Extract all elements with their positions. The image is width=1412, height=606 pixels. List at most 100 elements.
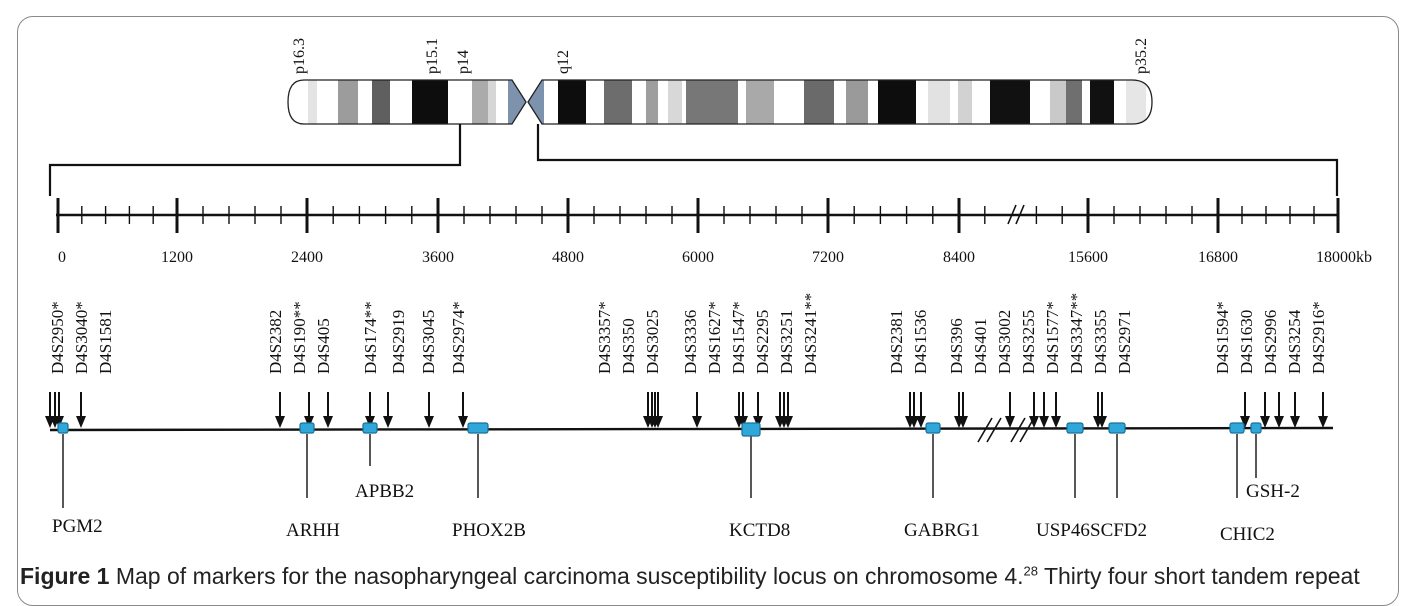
q-arm <box>528 80 1152 124</box>
marker-arrow <box>365 392 375 428</box>
gene-box <box>467 422 489 434</box>
scale-tick-label: 7200 <box>812 249 844 266</box>
scale-tick-label: 18000kb <box>1316 249 1372 266</box>
band-label: p35.2 <box>1133 38 1150 74</box>
scale-tick-label: 2400 <box>291 249 323 266</box>
gene-label: USP46 <box>1036 520 1090 541</box>
marker-arrow <box>458 392 468 428</box>
marker-label: D4S1594* <box>1213 301 1232 374</box>
band-labels: p16.3 p15.1 p14 q12 p35.2 <box>291 38 1150 74</box>
marker-arrow <box>1005 392 1015 428</box>
caption-text-continued: Thirty four short tandem repeat <box>1043 563 1360 589</box>
gene-box <box>925 422 941 434</box>
marker-arrow <box>958 392 968 428</box>
marker-label: D4S3357* <box>595 301 614 374</box>
gene-marker: ARHH <box>286 422 340 541</box>
marker-arrow <box>653 392 663 428</box>
gene-box <box>741 422 761 437</box>
marker-labels: D4S2950* D4S3040* D4S1581 D4S2382 D4S190** D4… <box>48 293 1328 374</box>
gene-markers: PGM2 ARHH APBB2 PHOX2B KCTD8 GABRG1 USP46 SCFD2… <box>52 422 1300 545</box>
marker-label: D4S2381 <box>887 310 906 374</box>
gene-marker: KCTD8 <box>729 422 790 541</box>
scale-tick-label: 3600 <box>422 249 454 266</box>
marker-arrow <box>1039 392 1049 428</box>
marker-label: D4S1577* <box>1043 301 1062 374</box>
marker-label: D4S1630 <box>1237 310 1256 374</box>
marker-arrow <box>275 392 285 428</box>
marker-arrow <box>1318 392 1328 428</box>
marker-label: D4S3347** <box>1067 293 1086 374</box>
gene-label: SCFD2 <box>1090 520 1147 541</box>
marker-label: D4S3002 <box>995 310 1014 374</box>
marker-label: D4S3045 <box>419 310 438 374</box>
marker-arrow <box>1260 392 1270 428</box>
caption-ref: 28 <box>1023 563 1038 579</box>
gene-marker: GSH-2 <box>1246 422 1300 502</box>
scale-tick-label: 15600 <box>1068 249 1108 266</box>
gene-box <box>57 422 69 434</box>
gene-marker: APBB2 <box>355 422 414 502</box>
scale-tick-label: 6000 <box>682 249 714 266</box>
marker-label: D4S1581 <box>96 310 115 374</box>
marker-label: D4S3241** <box>801 293 820 374</box>
marker-arrow <box>383 392 393 428</box>
marker-label: D4S174** <box>361 301 380 374</box>
gene-label: GSH-2 <box>1246 481 1300 502</box>
marker-label: D4S1547* <box>729 301 748 374</box>
band-label: q12 <box>555 50 572 74</box>
band-label: p15.1 <box>424 38 441 74</box>
chromosome-ideogram <box>287 79 1153 125</box>
gene-box <box>1066 422 1084 434</box>
marker-label: D4S3254 <box>1285 309 1304 374</box>
scale-tick-label: 16800 <box>1198 249 1238 266</box>
gene-box <box>299 422 315 434</box>
marker-arrow <box>323 392 333 428</box>
gene-label: PGM2 <box>52 516 103 537</box>
marker-arrows <box>45 392 1328 428</box>
figure-caption: Figure 1 Map of markers for the nasophar… <box>20 563 1400 590</box>
marker-label: D4S2382 <box>266 310 285 374</box>
marker-arrow <box>304 392 314 428</box>
gene-marker: CHIC2 <box>1220 422 1275 545</box>
marker-label: D4S3040* <box>72 301 91 374</box>
scale-tick-labels: 0 1200 2400 3600 4800 6000 7200 8400 15600 16800 1… <box>58 249 1372 266</box>
marker-label: D4S350 <box>619 318 638 374</box>
gene-label: PHOX2B <box>452 520 526 541</box>
marker-label: D4S3255 <box>1019 310 1038 374</box>
marker-label: D4S3336 <box>681 310 700 374</box>
gene-marker: SCFD2 <box>1090 422 1147 541</box>
scale-tick-label: 4800 <box>552 249 584 266</box>
band-label: p14 <box>455 50 472 74</box>
marker-arrow <box>1029 392 1039 428</box>
marker-label: D4S1627* <box>705 301 724 374</box>
marker-arrow <box>692 392 702 428</box>
marker-arrow <box>783 392 793 428</box>
gene-label: KCTD8 <box>729 520 790 541</box>
gene-box <box>1250 422 1262 434</box>
gene-marker: PHOX2B <box>452 422 526 541</box>
marker-arrow <box>76 392 86 428</box>
scale-tick-label: 0 <box>58 249 66 266</box>
marker-label: D4S190** <box>290 301 309 374</box>
marker-arrow <box>54 392 64 428</box>
marker-label: D4S401 <box>971 318 990 374</box>
gene-label: CHIC2 <box>1220 524 1275 545</box>
gene-box <box>362 422 378 434</box>
marker-arrow <box>916 392 926 428</box>
marker-label: D4S2295 <box>753 310 772 374</box>
marker-label: D4S3355 <box>1091 310 1110 374</box>
gene-marker: GABRG1 <box>904 422 980 541</box>
chromosome-map: p16.3 p15.1 p14 q12 p35.2 0 1200 2400 3600 4… <box>45 38 1372 545</box>
marker-label: D4S3025 <box>643 310 662 374</box>
marker-label: D4S2950* <box>48 301 67 374</box>
p-arm <box>288 80 526 124</box>
marker-label: D4S405 <box>314 318 333 374</box>
gene-marker: PGM2 <box>52 422 103 537</box>
marker-arrow <box>738 392 748 428</box>
marker-arrow <box>1097 392 1107 428</box>
gene-label: APBB2 <box>355 481 414 502</box>
scale-tick-label: 1200 <box>161 249 193 266</box>
figure: p16.3 p15.1 p14 q12 p35.2 0 1200 2400 3600 4… <box>17 16 1399 606</box>
marker-label: D4S1536 <box>911 310 930 374</box>
marker-arrow <box>1240 392 1250 428</box>
